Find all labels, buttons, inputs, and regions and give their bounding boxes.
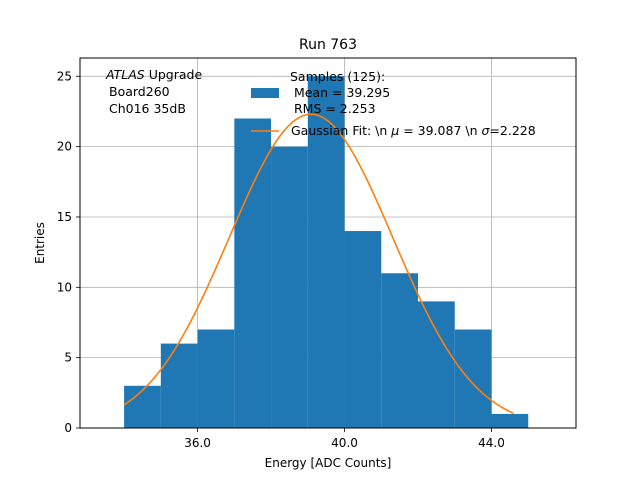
annotation-line-1: ATLAS Upgrade bbox=[105, 67, 202, 82]
atlas-annotation: ATLAS Upgrade Board260 Ch016 35dB bbox=[105, 67, 202, 116]
y-tick-label: 10 bbox=[57, 280, 72, 294]
legend: Samples (125): Mean = 39.295 RMS = 2.253… bbox=[251, 69, 536, 138]
y-tick-label: 25 bbox=[57, 69, 72, 83]
histogram-bar bbox=[271, 146, 308, 429]
annotation-line-3: Ch016 35dB bbox=[109, 101, 186, 116]
y-tick-label: 15 bbox=[57, 210, 72, 224]
histogram-bar bbox=[381, 273, 419, 428]
legend-histogram-label-2: Mean = 39.295 bbox=[290, 85, 390, 100]
plot-frame bbox=[79, 57, 577, 429]
y-axis-label: Entries bbox=[33, 222, 47, 264]
histogram-bar bbox=[234, 118, 272, 428]
histogram-bar bbox=[418, 301, 455, 428]
y-tick-label: 0 bbox=[64, 421, 72, 435]
x-axis-ticks: 36.0 40.0 44.0 bbox=[184, 428, 505, 450]
legend-histogram-label-1: Samples (125): bbox=[290, 69, 385, 84]
annotation-line-2: Board260 bbox=[109, 84, 170, 99]
legend-histogram-patch bbox=[251, 88, 279, 98]
y-tick-label: 20 bbox=[57, 140, 72, 154]
chart-title: Run 763 bbox=[299, 37, 357, 53]
y-axis-ticks: 0 5 10 15 20 25 bbox=[57, 69, 80, 435]
legend-histogram-label-3: RMS = 2.253 bbox=[290, 101, 376, 116]
histogram-bar bbox=[197, 329, 235, 428]
x-tick-label: 44.0 bbox=[478, 436, 505, 450]
x-tick-label: 36.0 bbox=[184, 436, 211, 450]
histogram-bars bbox=[124, 76, 529, 429]
histogram-bar bbox=[307, 76, 345, 428]
x-axis-label: Energy [ADC Counts] bbox=[265, 456, 392, 470]
histogram-bar bbox=[491, 413, 529, 428]
histogram-bar bbox=[124, 385, 161, 428]
histogram-bar bbox=[344, 231, 382, 428]
x-tick-label: 40.0 bbox=[331, 436, 358, 450]
gaussian-fit-curve bbox=[123, 113, 514, 415]
y-tick-label: 5 bbox=[64, 351, 72, 365]
histogram-bar bbox=[160, 343, 198, 428]
histogram-bar bbox=[454, 329, 492, 428]
legend-fit-label: Gaussian Fit: \n μ = 39.087 \n σ=2.228 bbox=[291, 123, 536, 138]
